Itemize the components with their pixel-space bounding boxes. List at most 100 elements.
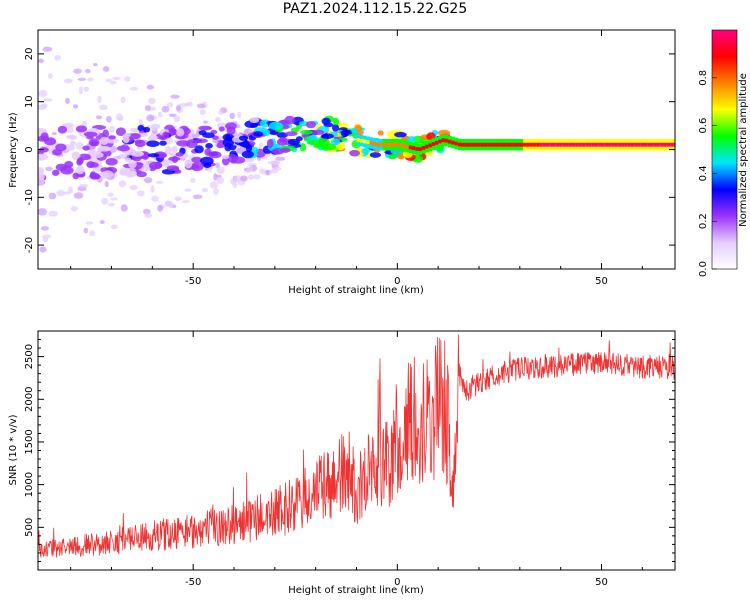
spectrum-blob	[71, 151, 81, 161]
band-core	[372, 141, 377, 146]
spectrum-blob	[241, 150, 254, 159]
spectrum-blob	[305, 120, 317, 129]
noise-blob	[72, 104, 79, 109]
noise-blob	[120, 204, 128, 212]
x-tick-label: -50	[185, 577, 201, 588]
spectrum-blob	[105, 137, 119, 144]
noise-blob	[168, 113, 177, 117]
spectrum-blob	[349, 149, 360, 157]
noise-blob	[39, 246, 47, 253]
noise-blob	[110, 197, 118, 201]
band-core	[663, 142, 668, 147]
noise-blob	[83, 227, 89, 234]
spectrum-blob	[38, 135, 50, 142]
noise-blob	[144, 105, 152, 112]
noise-blob	[230, 178, 235, 185]
noise-blob	[178, 103, 188, 107]
spectrum-blob	[341, 129, 353, 135]
noise-blob	[109, 80, 117, 85]
spectrum-blob	[147, 134, 158, 141]
band-core	[506, 142, 511, 147]
band-core	[447, 139, 452, 144]
noise-blob	[229, 112, 236, 120]
colorbar-tick-label: 0.6	[698, 118, 709, 134]
spectrum-blob	[69, 140, 76, 146]
noise-blob	[143, 177, 153, 184]
spectrum-blob	[200, 156, 214, 166]
spectrum-blob	[407, 136, 417, 143]
band-core	[451, 140, 455, 145]
band-core	[588, 142, 593, 147]
band-core	[575, 142, 580, 147]
noise-blob	[38, 58, 44, 64]
noise-blob	[101, 197, 109, 205]
noise-blob	[56, 189, 65, 197]
spectrum-blob	[194, 145, 204, 154]
band-core	[516, 142, 521, 147]
noise-blob	[97, 95, 102, 104]
spectrum-blob	[170, 146, 178, 153]
spectrum-blob	[218, 126, 225, 132]
spectrum-blob	[75, 125, 88, 133]
spectrum-blob	[321, 117, 331, 125]
spectrum-blob	[204, 148, 212, 156]
band-core	[568, 142, 573, 147]
noise-blob	[166, 137, 173, 145]
spectrum-blob	[208, 151, 222, 159]
spectrum-blob	[119, 169, 128, 176]
snr-series-line	[38, 334, 675, 558]
noise-blob	[38, 208, 47, 216]
band-core	[536, 142, 540, 147]
spectrum-blob	[38, 170, 43, 179]
band-core	[408, 145, 413, 150]
spectrum-blob	[306, 139, 319, 146]
spectrum-blob	[268, 121, 283, 130]
noise-blob	[129, 86, 139, 91]
spectrum-blob	[60, 166, 74, 175]
spectrum-blob	[131, 151, 144, 157]
band-core	[660, 142, 664, 147]
noise-blob	[45, 166, 53, 172]
noise-blob	[267, 160, 277, 164]
noise-blob	[147, 97, 156, 105]
x-tick-label: 50	[595, 276, 608, 287]
band-core	[454, 141, 459, 146]
noise-blob	[209, 181, 219, 189]
noise-blob	[47, 73, 53, 79]
spectrum-blob	[77, 157, 84, 165]
noise-blob	[216, 166, 225, 174]
spectrum-blob	[245, 143, 253, 153]
noise-blob	[95, 115, 103, 120]
noise-blob	[187, 101, 193, 107]
spectrum-blob	[134, 139, 142, 144]
noise-blob	[216, 176, 225, 185]
spectrum-blob	[330, 138, 341, 146]
spectrum-blob	[89, 162, 99, 168]
band-core	[601, 142, 606, 147]
spectrum-blob	[159, 140, 167, 146]
x-tick-label: 0	[394, 577, 400, 588]
noise-blob	[107, 192, 114, 197]
noise-blob	[54, 54, 61, 61]
noise-blob	[98, 104, 108, 111]
colorbar-label: Normalized spectral amplitude	[738, 73, 749, 227]
band-core	[617, 142, 622, 147]
spectrum-blob	[119, 153, 128, 159]
spectrum-blob	[202, 132, 215, 139]
noise-blob	[248, 165, 253, 173]
spectrogram-ticks: -50 0 50 -20 -10 0 10 20	[24, 30, 675, 287]
spectrum-blob	[105, 157, 118, 166]
band-core	[496, 142, 501, 147]
noise-blob	[73, 68, 82, 74]
noise-blob	[173, 115, 181, 123]
noise-blob	[129, 185, 138, 191]
band-core	[431, 142, 436, 146]
band-core	[376, 142, 380, 147]
spectrum-blob	[221, 155, 230, 160]
noise-blob	[105, 115, 112, 123]
snr-panel: -50 0 50 500 1000 1500 2000 2500 Height of stra…	[8, 330, 676, 596]
spectrum-blob	[225, 122, 237, 130]
noise-blob	[104, 180, 109, 188]
band-core	[503, 142, 508, 147]
band-core	[552, 142, 557, 147]
